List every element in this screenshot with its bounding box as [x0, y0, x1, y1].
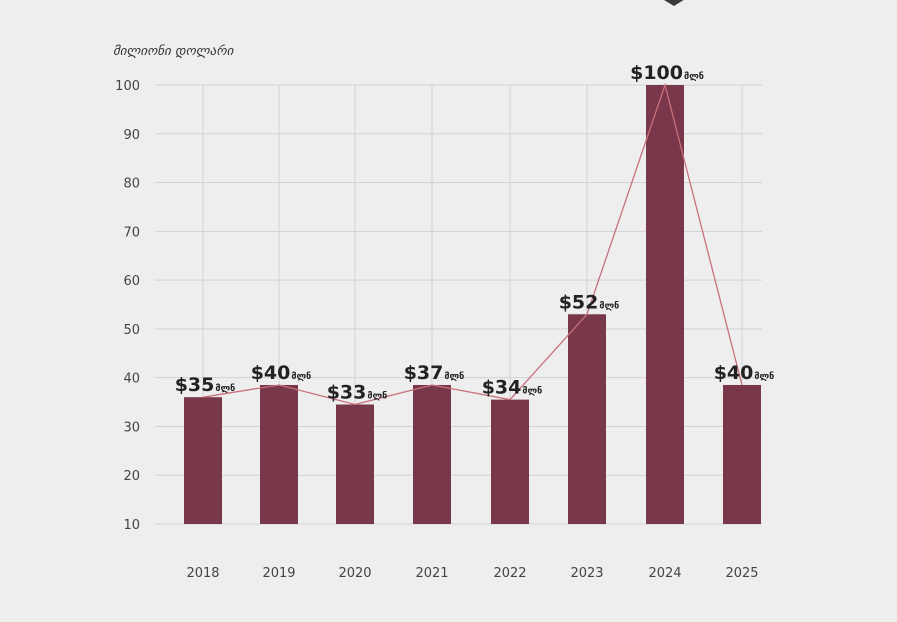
data-label-unit: მლნ — [684, 72, 704, 82]
y-tick-label: 10 — [123, 518, 140, 533]
data-label-2022: $34მლნ — [482, 377, 543, 399]
x-tick-label: 2023 — [570, 566, 603, 581]
data-label-2018: $35მლნ — [175, 374, 236, 396]
x-tick-label: 2019 — [262, 566, 295, 581]
data-label-unit: მლნ — [522, 387, 542, 397]
bar-2024 — [646, 85, 684, 524]
data-label-amount: $52 — [559, 291, 599, 313]
data-label-2025: $40მლნ — [714, 362, 775, 384]
data-label-amount: $37 — [404, 362, 444, 384]
x-tick-label: 2021 — [415, 566, 448, 581]
trend-line-path — [202, 82, 743, 406]
y-tick-label: 90 — [123, 128, 140, 143]
bar-2020 — [336, 404, 374, 524]
data-label-2024: $100მლნ — [630, 62, 704, 84]
y-tick-label: 20 — [123, 469, 140, 484]
data-label-unit: მლნ — [444, 372, 464, 382]
data-labels: $35მლნ$40მლნ$33მლნ$37მლნ $34მლნ$52მლნ$100… — [175, 62, 775, 403]
data-label-amount: $100 — [630, 62, 683, 84]
y-tick-label: 80 — [123, 177, 140, 192]
y-tick-label: 60 — [123, 274, 140, 289]
x-tick-label: 2025 — [725, 566, 758, 581]
bar-2018 — [184, 397, 222, 524]
bar-2025 — [723, 384, 761, 524]
data-label-2021: $37მლნ — [404, 362, 465, 384]
x-axis-ticks: 2018 2019 2020 2021 2022 2023 2024 2025 — [186, 566, 758, 581]
x-tick-label: 2022 — [493, 566, 526, 581]
data-label-amount: $33 — [327, 381, 367, 403]
y-tick-label: 40 — [123, 372, 140, 387]
data-label-amount: $35 — [175, 374, 215, 396]
data-label-amount: $40 — [714, 362, 754, 384]
y-tick-label: 50 — [123, 323, 140, 338]
bars — [184, 85, 761, 524]
data-label-2020: $33მლნ — [327, 381, 388, 403]
bar-2023 — [568, 314, 606, 524]
data-label-amount: $34 — [482, 377, 522, 399]
y-tick-label: 70 — [123, 225, 140, 240]
y-tick-label: 100 — [115, 79, 140, 94]
trend-line — [202, 82, 743, 406]
y-axis-ticks: 10 20 30 40 50 60 70 80 90 100 — [115, 79, 140, 533]
data-label-2023: $52მლნ — [559, 291, 620, 313]
data-label-unit: მლნ — [599, 301, 619, 311]
bar-2022 — [491, 399, 529, 524]
data-label-amount: $40 — [251, 362, 291, 384]
data-label-unit: მლნ — [367, 391, 387, 401]
x-tick-label: 2020 — [338, 566, 371, 581]
data-label-unit: მლნ — [291, 372, 311, 382]
y-axis-label: მილიონი დოლარი — [113, 44, 235, 59]
data-label-2019: $40მლნ — [251, 362, 312, 384]
data-label-unit: მლნ — [754, 372, 774, 382]
bar-2021 — [413, 384, 451, 524]
y-tick-label: 30 — [123, 420, 140, 435]
data-label-unit: მლნ — [215, 384, 235, 394]
x-tick-label: 2018 — [186, 566, 219, 581]
bar-2019 — [260, 384, 298, 524]
x-tick-label: 2024 — [648, 566, 681, 581]
corner-decoration-icon — [664, 0, 684, 6]
